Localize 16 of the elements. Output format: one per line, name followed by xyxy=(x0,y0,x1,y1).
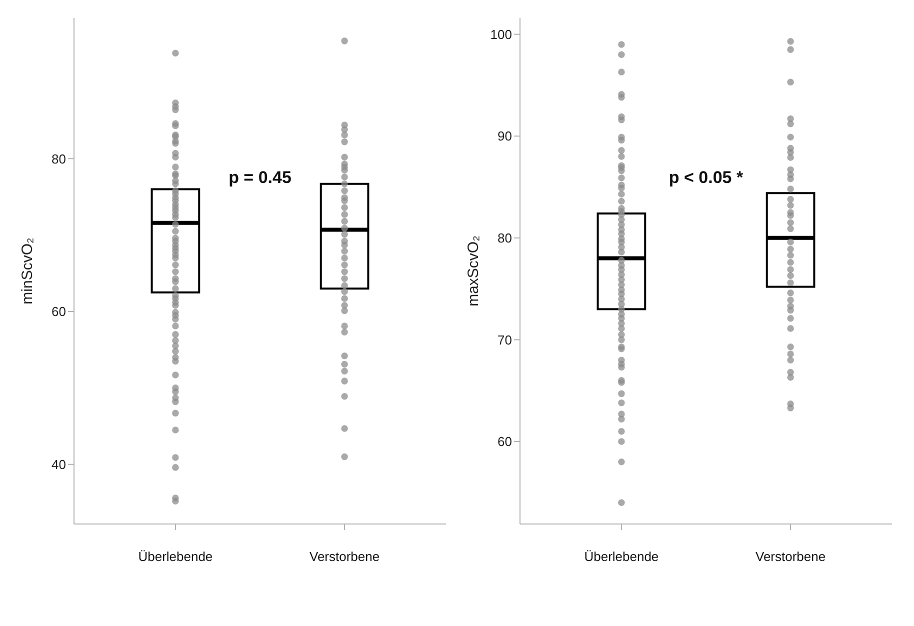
y-tick-label: 40 xyxy=(52,456,66,472)
x-tick-label: Verstorbene xyxy=(309,549,380,564)
x-tick-label: Verstorbene xyxy=(755,549,826,564)
annotation: p = 0.45 xyxy=(228,168,292,188)
y-tick-label: 60 xyxy=(498,434,512,450)
y-tick-label: 80 xyxy=(498,230,512,246)
y-tick-label: 80 xyxy=(52,151,66,166)
x-tick-label: Überlebende xyxy=(138,549,213,564)
x-tick-label: Überlebende xyxy=(584,549,659,564)
y-tick-label: 90 xyxy=(498,128,512,144)
y-tick-label: 100 xyxy=(490,26,512,42)
y-tick-label: 60 xyxy=(52,304,66,320)
annotation: p < 0.05 * xyxy=(668,168,744,188)
y-axis-title: minScvO₂ xyxy=(19,237,36,304)
y-tick-label: 70 xyxy=(498,332,512,348)
y-axis-title: maxScvO₂ xyxy=(465,235,482,306)
